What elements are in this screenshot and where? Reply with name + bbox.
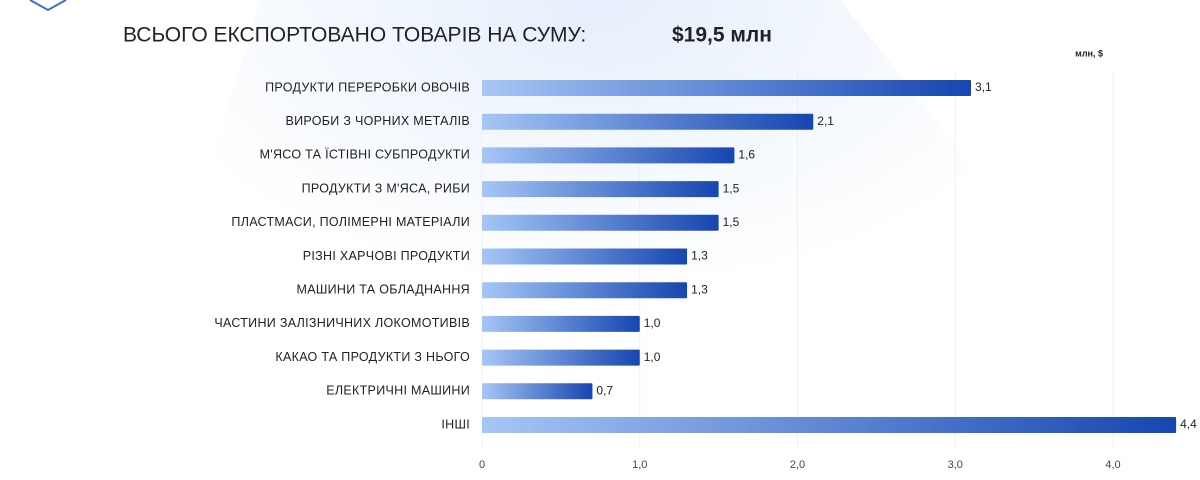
category-label: ЕЛЕКТРИЧНІ МАШИНИ	[326, 384, 470, 398]
bar	[482, 147, 735, 164]
total: $19,5 млн	[672, 24, 772, 47]
category-label: ІНШІ	[441, 417, 470, 431]
background-shape	[200, 0, 1000, 480]
category-label: МАШИНИ ТА ОБЛАДНАННЯ	[297, 282, 471, 296]
bar	[482, 282, 688, 299]
value-label: 1,6	[738, 148, 755, 162]
x-tick-label: 2,0	[790, 459, 805, 471]
value-label: 1,5	[723, 215, 740, 229]
value-label: 2,1	[817, 114, 834, 128]
x-tick-label: 3,0	[948, 459, 963, 471]
x-tick-label: 1,0	[632, 459, 647, 471]
category-label: ЧАСТИНИ ЗАЛІЗНИЧНИХ ЛОКОМОТИВІВ	[214, 316, 470, 330]
bar	[482, 181, 719, 198]
category-label: ВИРОБИ З ЧОРНИХ МЕТАЛІВ	[286, 114, 471, 128]
unit-label: млн, $	[1075, 48, 1103, 58]
bar	[482, 248, 688, 265]
category-label: М'ЯСО ТА ЇСТІВНІ СУБПРОДУКТИ	[260, 148, 470, 162]
value-label: 1,0	[644, 316, 661, 330]
value-label: 3,1	[975, 80, 992, 94]
bar	[482, 417, 1177, 433]
value-label: 1,0	[644, 350, 661, 364]
bar	[482, 80, 972, 96]
value-label: 1,3	[691, 249, 708, 263]
bar	[482, 113, 814, 130]
value-label: 4,4	[1180, 417, 1197, 431]
value-label: 1,3	[691, 282, 708, 296]
x-tick-label: 0	[479, 459, 485, 471]
category-label: ПРОДУКТИ З М'ЯСА, РИБИ	[302, 181, 470, 195]
value-label: 1,5	[723, 181, 740, 195]
category-label: ПРОДУКТИ ПЕРЕРОБКИ ОВОЧІВ	[265, 80, 470, 94]
category-label: ПЛАСТМАСИ, ПОЛІМЕРНІ МАТЕРІАЛИ	[231, 215, 470, 229]
bar	[482, 383, 593, 400]
bar	[482, 349, 640, 366]
chart-title: ВСЬОГО ЕКСПОРТОВАНО ТОВАРІВ НА СУМУ:	[123, 24, 586, 47]
category-label: РІЗНІ ХАРЧОВІ ПРОДУКТИ	[303, 249, 470, 263]
bar	[482, 214, 719, 231]
bar	[482, 315, 640, 332]
logo	[29, 0, 67, 12]
category-label: КАКАО ТА ПРОДУКТИ З НЬОГО	[275, 350, 470, 364]
value-label: 0,7	[596, 383, 613, 397]
x-tick-label: 4,0	[1105, 459, 1120, 471]
